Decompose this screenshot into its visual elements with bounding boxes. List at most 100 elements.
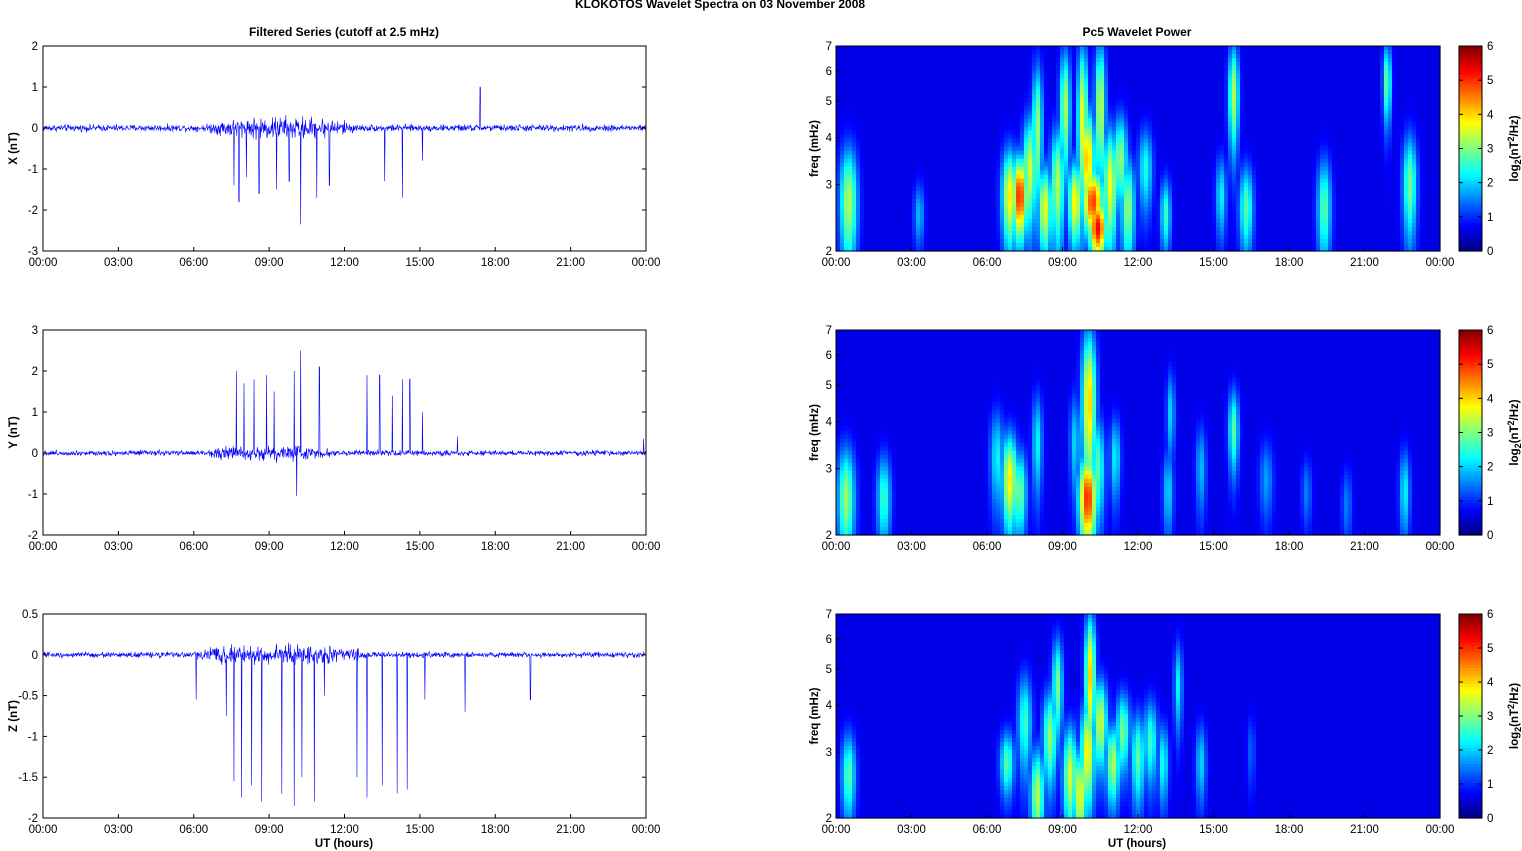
heatmap-cell bbox=[1380, 134, 1385, 139]
heatmap-cell bbox=[924, 50, 929, 55]
heatmap-cell bbox=[1240, 159, 1245, 164]
heatmap-cell bbox=[1140, 142, 1145, 147]
heatmap-cell bbox=[1360, 98, 1365, 103]
heatmap-cell bbox=[1200, 50, 1205, 55]
heatmap-cell bbox=[1032, 58, 1037, 63]
heatmap-cell bbox=[1348, 163, 1353, 168]
heatmap-cell bbox=[1228, 151, 1233, 156]
heatmap-cell bbox=[1252, 58, 1257, 63]
heatmap-cell bbox=[1000, 130, 1005, 135]
heatmap-cell bbox=[928, 126, 933, 131]
heatmap-cell bbox=[1172, 138, 1177, 143]
heatmap-cell bbox=[1004, 163, 1009, 168]
heatmap-cell bbox=[1320, 163, 1325, 168]
heatmap-cell bbox=[1036, 98, 1041, 103]
heatmap-cell bbox=[1252, 118, 1257, 123]
left-column-title: Filtered Series (cutoff at 2.5 mHz) bbox=[249, 25, 439, 39]
heatmap-cell bbox=[1224, 82, 1229, 87]
heatmap-cell bbox=[1188, 167, 1193, 172]
heatmap-cell bbox=[916, 54, 921, 59]
heatmap-cell bbox=[1104, 134, 1109, 139]
heatmap-cell bbox=[1216, 62, 1221, 67]
heatmap-cell bbox=[1180, 151, 1185, 156]
heatmap-cell bbox=[1188, 138, 1193, 143]
heatmap-cell bbox=[1264, 167, 1269, 172]
heatmap-cell bbox=[944, 86, 949, 91]
heatmap-cell bbox=[1328, 66, 1333, 71]
heatmap-cell bbox=[1244, 167, 1249, 172]
heatmap-cell bbox=[1332, 90, 1337, 95]
heatmap-cell bbox=[960, 102, 965, 107]
heatmap-cell bbox=[1132, 90, 1137, 95]
heatmap-cell bbox=[992, 122, 997, 127]
heatmap-cell bbox=[912, 159, 917, 164]
heatmap-cell bbox=[1032, 155, 1037, 160]
heatmap-cell bbox=[984, 82, 989, 87]
heatmap-cell bbox=[1040, 159, 1045, 164]
heatmap-cell bbox=[1260, 122, 1265, 127]
heatmap-cell bbox=[1168, 82, 1173, 87]
heatmap-cell bbox=[1316, 122, 1321, 127]
heatmap-cell bbox=[1304, 167, 1309, 172]
heatmap-cell bbox=[860, 175, 865, 180]
heatmap-cell bbox=[892, 74, 897, 79]
heatmap-cell bbox=[916, 146, 921, 151]
heatmap-cell bbox=[1384, 102, 1389, 107]
series-panel-1-xtick-label: 15:00 bbox=[405, 257, 434, 269]
heatmap-cell bbox=[876, 110, 881, 115]
heatmap-cell bbox=[1140, 155, 1145, 160]
heatmap-cell bbox=[1096, 159, 1101, 164]
heatmap-cell bbox=[1340, 50, 1345, 55]
heatmap-cell bbox=[1076, 159, 1081, 164]
heatmap-cell bbox=[1128, 106, 1133, 111]
heatmap-cell bbox=[1168, 159, 1173, 164]
heatmap-cell bbox=[1124, 171, 1129, 176]
heatmap-cell bbox=[1336, 114, 1341, 119]
heatmap-cell bbox=[1108, 46, 1113, 51]
heatmap-cell bbox=[1120, 70, 1125, 75]
heatmap-cell bbox=[1136, 138, 1141, 143]
heatmap-cell bbox=[996, 110, 1001, 115]
heatmap-cell bbox=[1280, 159, 1285, 164]
heatmap-cell bbox=[1232, 159, 1237, 164]
heatmap-cell bbox=[1412, 50, 1417, 55]
heatmap-cell bbox=[1040, 66, 1045, 71]
heatmap-cell bbox=[900, 86, 905, 91]
heatmap-cell bbox=[1132, 54, 1137, 59]
heatmap-cell bbox=[948, 106, 953, 111]
heatmap-cell bbox=[984, 155, 989, 160]
heatmap-cell bbox=[1160, 126, 1165, 131]
heatmap-cell bbox=[1204, 142, 1209, 147]
heatmap-cell bbox=[1012, 122, 1017, 127]
heatmap-cell bbox=[1016, 159, 1021, 164]
heatmap-cell bbox=[1128, 98, 1133, 103]
heatmap-cell bbox=[836, 110, 841, 115]
heatmap-cell bbox=[1276, 90, 1281, 95]
heatmap-cell bbox=[1016, 142, 1021, 147]
heatmap-cell bbox=[1236, 151, 1241, 156]
series-panel-1-xtick-label: 06:00 bbox=[179, 257, 208, 269]
heatmap-cell bbox=[1392, 122, 1397, 127]
heatmap-cell bbox=[888, 151, 893, 156]
heatmap-cell bbox=[968, 50, 973, 55]
heatmap-cell bbox=[1008, 167, 1013, 172]
heatmap-cell bbox=[864, 62, 869, 67]
series-panel-2-ytick-label: 2 bbox=[32, 366, 38, 378]
heatmap-cell bbox=[908, 146, 913, 151]
heatmap-cell bbox=[1360, 159, 1365, 164]
heatmap-cell bbox=[1224, 70, 1229, 75]
heatmap-cell bbox=[1268, 171, 1273, 176]
heatmap-cell bbox=[956, 46, 961, 51]
heatmap-cell bbox=[956, 90, 961, 95]
heatmap-cell bbox=[1156, 78, 1161, 83]
heatmap-cell bbox=[912, 94, 917, 99]
heatmap-cell bbox=[1384, 58, 1389, 63]
heatmap-cell bbox=[1248, 90, 1253, 95]
heatmap-cell bbox=[900, 146, 905, 151]
heatmap-cell bbox=[1020, 146, 1025, 151]
heatmap-cell bbox=[1296, 171, 1301, 176]
heatmap-cell bbox=[948, 90, 953, 95]
heatmap-cell bbox=[1076, 70, 1081, 75]
heatmap-cell bbox=[1276, 102, 1281, 107]
heatmap-cell bbox=[1232, 54, 1237, 59]
